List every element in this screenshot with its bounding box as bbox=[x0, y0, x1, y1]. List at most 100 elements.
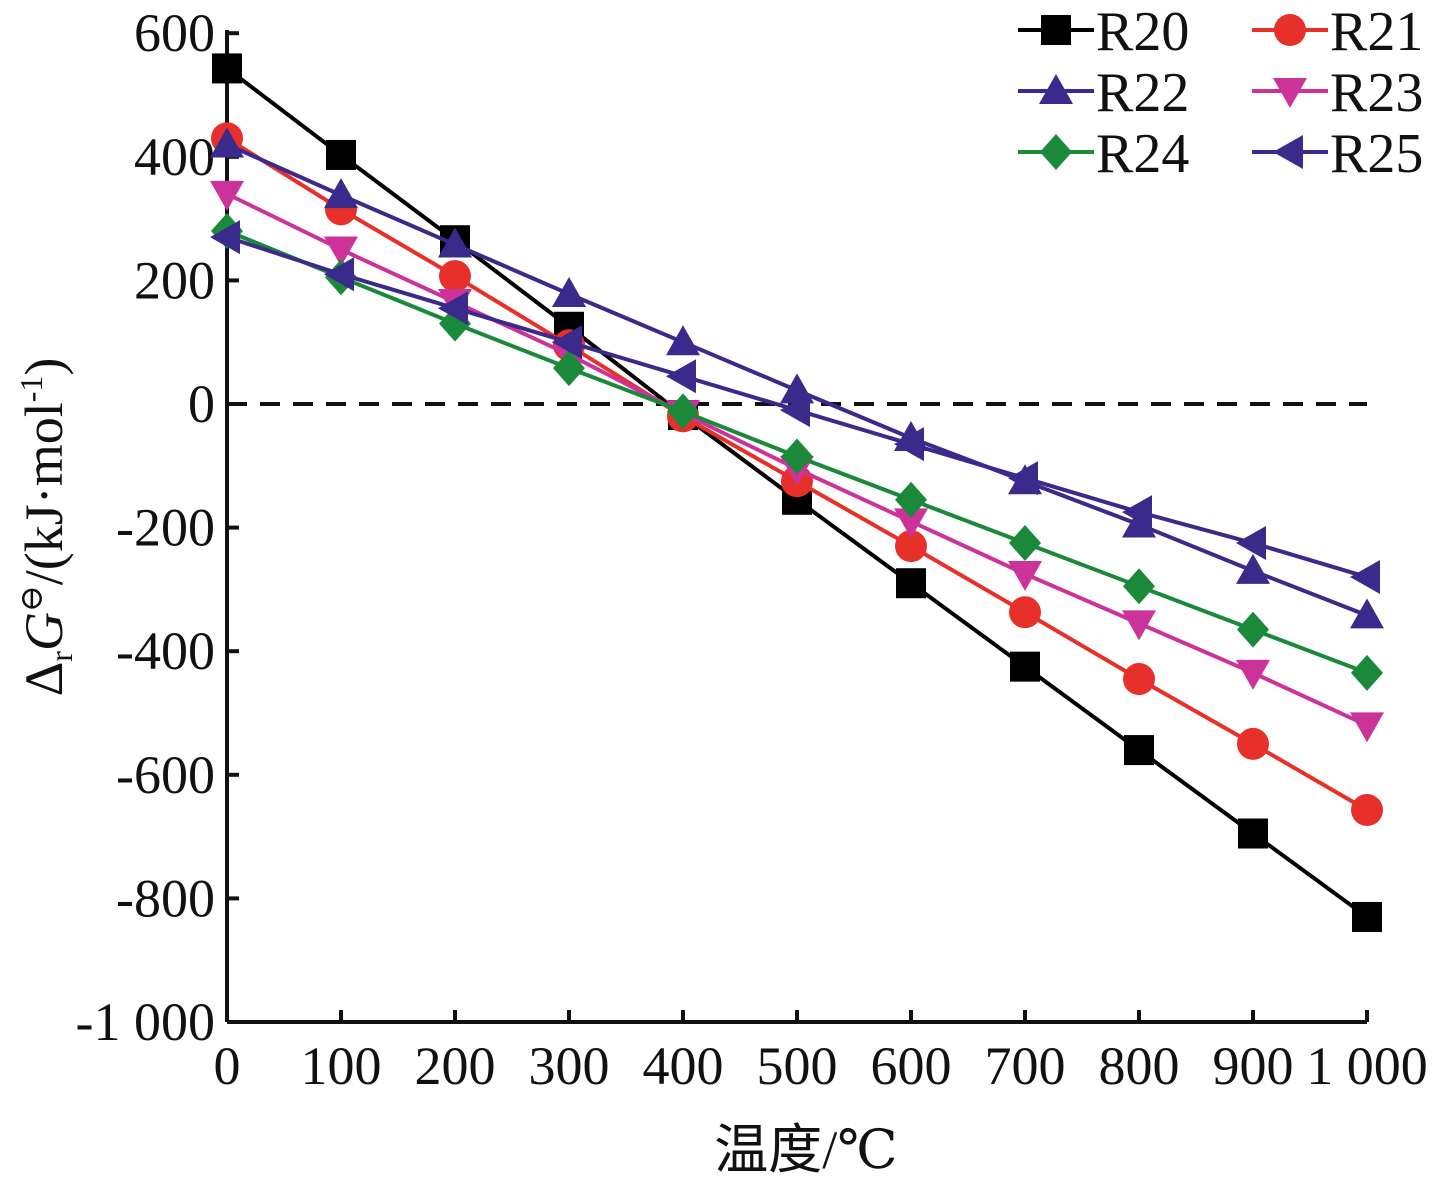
x-tick-label: 200 bbox=[415, 1036, 496, 1096]
data-point bbox=[896, 568, 926, 599]
data-point bbox=[1351, 654, 1383, 691]
series-r25 bbox=[210, 220, 1380, 595]
y-tick-label: 400 bbox=[134, 127, 215, 187]
data-point bbox=[666, 325, 700, 356]
legend-marker bbox=[1041, 15, 1071, 45]
x-tick-label: 800 bbox=[1099, 1036, 1180, 1096]
legend-marker bbox=[1040, 134, 1072, 170]
y-tick-label: 600 bbox=[134, 3, 215, 63]
data-point bbox=[1236, 553, 1270, 584]
data-point bbox=[894, 427, 924, 462]
data-point bbox=[1123, 663, 1155, 696]
legend-label: R24 bbox=[1096, 123, 1189, 185]
data-point bbox=[324, 236, 358, 267]
data-point bbox=[324, 178, 358, 209]
y-axis-label-close: ) bbox=[14, 358, 74, 376]
x-tick-label: 100 bbox=[301, 1036, 382, 1096]
legend-label: R20 bbox=[1096, 1, 1189, 63]
legend-label: R21 bbox=[1330, 1, 1423, 63]
legend-marker bbox=[1273, 135, 1303, 169]
data-point bbox=[1238, 818, 1268, 849]
data-point bbox=[780, 393, 810, 428]
data-point bbox=[895, 481, 927, 518]
series-layer bbox=[210, 53, 1384, 932]
legend-item-r25: R25 bbox=[1252, 123, 1423, 185]
y-tick-label: -600 bbox=[116, 745, 215, 805]
data-point bbox=[1124, 735, 1154, 766]
data-point bbox=[439, 260, 471, 293]
legend-item-r23: R23 bbox=[1252, 62, 1423, 124]
data-point bbox=[666, 359, 696, 394]
y-tick-label: -800 bbox=[116, 868, 215, 928]
data-point bbox=[1350, 712, 1384, 743]
y-tick-label: 200 bbox=[134, 250, 215, 310]
y-axis-label-std: ⊖ bbox=[13, 585, 49, 612]
y-tick-label: -200 bbox=[116, 498, 215, 558]
y-axis-label-delta: Δ bbox=[14, 662, 74, 697]
data-point bbox=[1010, 651, 1040, 682]
legend: R20 R21 R22 R23 R24 R25 bbox=[1018, 1, 1423, 185]
data-point bbox=[326, 139, 356, 170]
data-point bbox=[324, 257, 354, 292]
series-r20 bbox=[212, 53, 1382, 932]
x-tick-label: 300 bbox=[529, 1036, 610, 1096]
data-point bbox=[438, 291, 468, 326]
data-point bbox=[1236, 526, 1266, 561]
legend-item-r22: R22 bbox=[1018, 62, 1189, 124]
data-point bbox=[1008, 461, 1038, 496]
x-tick-label: 0 bbox=[214, 1036, 241, 1096]
data-point bbox=[1351, 794, 1383, 827]
data-point bbox=[894, 508, 928, 539]
x-axis-label: 温度/℃ bbox=[714, 1120, 897, 1180]
x-tick-label: 400 bbox=[643, 1036, 724, 1096]
y-axis-label: ΔrG⊖/(kJ·mol-1) bbox=[13, 358, 79, 697]
data-point bbox=[667, 393, 699, 430]
legend-label: R22 bbox=[1096, 62, 1189, 124]
data-point bbox=[1350, 560, 1380, 595]
data-point bbox=[1123, 568, 1155, 605]
y-axis-label-sym: G bbox=[14, 612, 74, 651]
data-point bbox=[1122, 495, 1152, 530]
series-r24 bbox=[211, 212, 1383, 691]
series-r22 bbox=[210, 127, 1384, 629]
data-point bbox=[438, 227, 472, 258]
legend-marker bbox=[1273, 78, 1307, 108]
legend-marker bbox=[1039, 74, 1073, 104]
data-point bbox=[1122, 507, 1156, 538]
data-point bbox=[1008, 560, 1042, 591]
legend-item-r24: R24 bbox=[1018, 123, 1189, 185]
x-tick-label: 500 bbox=[757, 1036, 838, 1096]
x-tick-label: 600 bbox=[871, 1036, 952, 1096]
x-tick-label: 700 bbox=[985, 1036, 1066, 1096]
data-point bbox=[1350, 598, 1384, 629]
data-point bbox=[1352, 901, 1382, 932]
data-point bbox=[210, 180, 244, 211]
data-point bbox=[781, 438, 813, 475]
legend-label: R23 bbox=[1330, 62, 1423, 124]
y-tick-label: -1 000 bbox=[76, 992, 215, 1052]
data-point bbox=[1237, 727, 1269, 760]
data-point bbox=[1236, 659, 1270, 690]
data-point bbox=[212, 53, 242, 84]
data-point bbox=[895, 530, 927, 563]
y-tick-label: -400 bbox=[116, 621, 215, 681]
x-tick-label: 1 000 bbox=[1306, 1036, 1428, 1096]
x-tick-label: 900 bbox=[1213, 1036, 1294, 1096]
data-point bbox=[1009, 596, 1041, 629]
data-point bbox=[1122, 610, 1156, 641]
legend-marker bbox=[1274, 14, 1306, 46]
data-point bbox=[210, 127, 244, 158]
data-point bbox=[1009, 525, 1041, 562]
y-axis-label-sup: -1 bbox=[13, 376, 49, 403]
data-point bbox=[553, 350, 585, 387]
data-point bbox=[552, 276, 586, 307]
data-point bbox=[210, 220, 240, 255]
y-tick-label: 0 bbox=[188, 374, 215, 434]
data-point bbox=[552, 325, 582, 360]
y-axis-label-rest: /(kJ·mol bbox=[14, 402, 74, 585]
legend-item-r21: R21 bbox=[1252, 1, 1423, 63]
legend-label: R25 bbox=[1330, 123, 1423, 185]
data-point bbox=[1237, 611, 1269, 648]
legend-item-r20: R20 bbox=[1018, 1, 1189, 63]
